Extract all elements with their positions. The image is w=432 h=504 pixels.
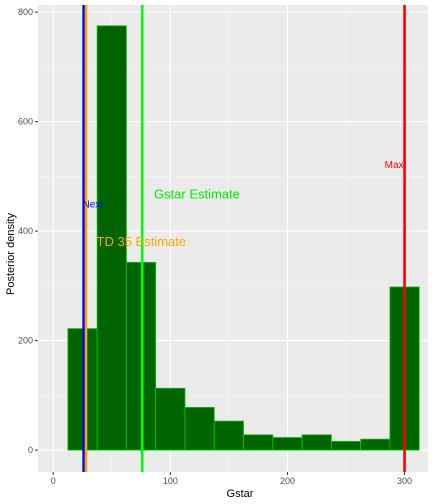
x-tick-label: 300 xyxy=(397,476,412,486)
histogram-bar-6 xyxy=(213,420,244,451)
histogram-bar-9 xyxy=(301,434,332,451)
histogram-bar-2 xyxy=(96,25,127,451)
y-axis-title: Posterior density xyxy=(5,213,17,295)
y-axis-ticks: 0 200 400 600 800 xyxy=(18,7,38,455)
y-tick-label: 400 xyxy=(18,226,33,236)
histogram-bar-5 xyxy=(184,406,215,451)
next-label: Next xyxy=(83,200,104,211)
x-tick-label: 0 xyxy=(51,476,56,486)
histogram-bar-7 xyxy=(243,434,274,451)
y-tick-label: 0 xyxy=(28,445,33,455)
annotations: Gstar Estimate TD 35 Estimate Next Max xyxy=(83,160,404,249)
histogram-bar-8 xyxy=(272,437,303,451)
histogram-bar-10 xyxy=(330,440,362,451)
td-35-estimate-label: TD 35 Estimate xyxy=(97,234,187,249)
histogram-bar-4 xyxy=(155,387,186,451)
max-label: Max xyxy=(385,160,404,171)
x-axis-title: Gstar xyxy=(227,488,254,500)
x-tick-label: 100 xyxy=(163,476,178,486)
gstar-estimate-label: Gstar Estimate xyxy=(154,186,240,201)
reference-lines xyxy=(82,5,406,472)
histogram-bar-11 xyxy=(360,438,391,451)
x-axis-ticks: 0 100 200 300 xyxy=(51,472,412,486)
x-tick-label: 200 xyxy=(280,476,295,486)
y-tick-label: 800 xyxy=(18,7,33,17)
y-tick-label: 600 xyxy=(18,117,33,127)
y-tick-label: 200 xyxy=(18,336,33,346)
